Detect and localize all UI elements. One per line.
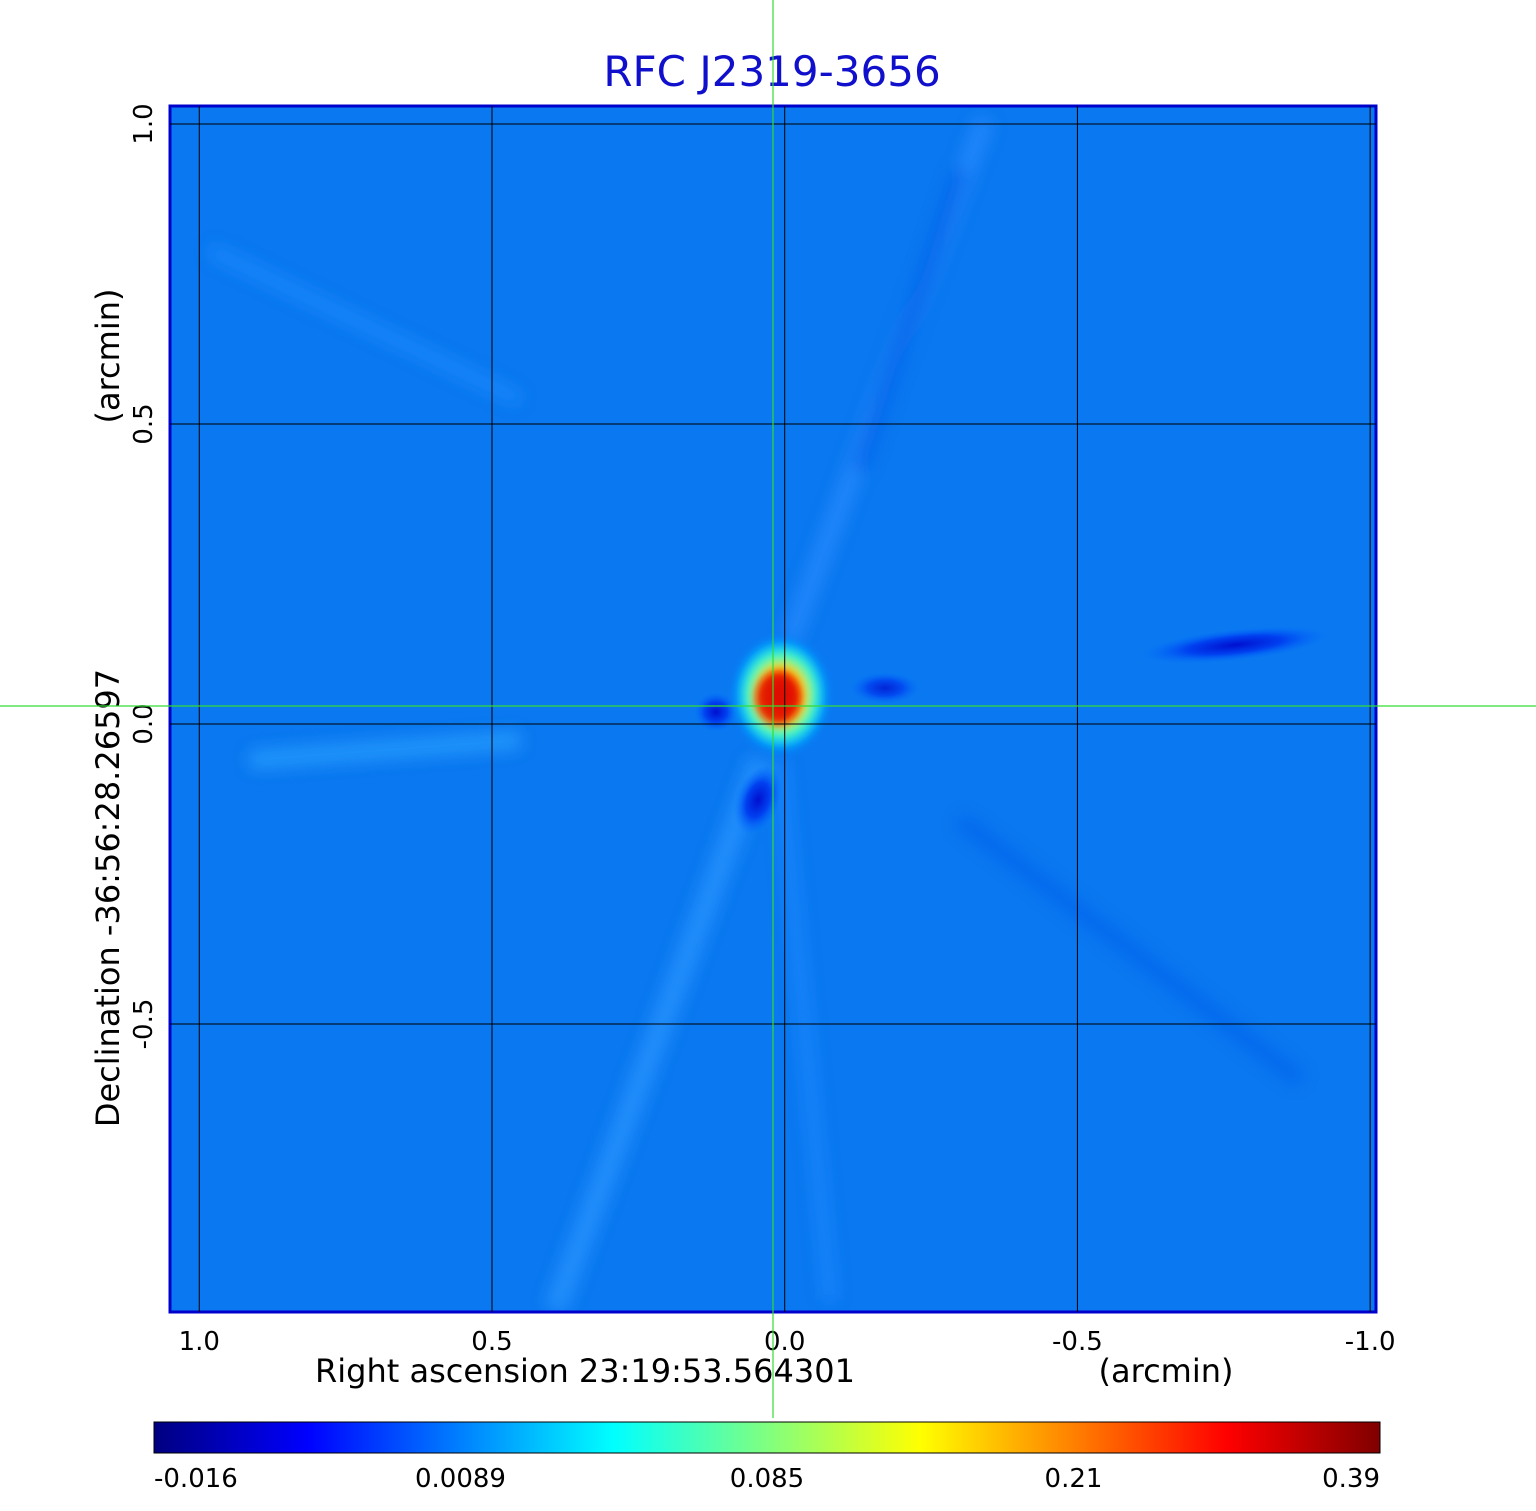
- x-tick-label: -1.0: [1345, 1327, 1396, 1357]
- streak-se: [955, 813, 1305, 1087]
- negative-lobe-south: [733, 765, 783, 835]
- streak-w: [249, 731, 521, 769]
- x-tick-labels: 1.0 0.5 0.0 -0.5 -1.0: [179, 1327, 1396, 1357]
- negative-lobe-northeast: [850, 672, 920, 704]
- y-tick-label: 0.0: [129, 703, 159, 744]
- streak-ne-dark: [853, 167, 967, 473]
- negative-lobe-east: [1140, 626, 1330, 664]
- colorbar-tick-label: 0.085: [730, 1464, 804, 1494]
- colorbar-tick-label: 0.0089: [415, 1464, 506, 1494]
- y-tick-labels: 1.0 0.5 0.0 -0.5: [129, 103, 159, 1049]
- y-axis-unit: (arcmin): [89, 289, 127, 424]
- colorbar: [153, 1421, 1381, 1454]
- x-tick-label: -0.5: [1052, 1327, 1103, 1357]
- streak-s: [773, 759, 837, 1301]
- features: [694, 626, 1330, 835]
- x-axis-label: Right ascension 23:19:53.564301: [315, 1352, 855, 1390]
- y-tick-label: 0.5: [129, 403, 159, 444]
- chart-title: RFC J2319-3656: [603, 47, 940, 96]
- x-tick-label: 0.0: [764, 1327, 805, 1357]
- x-tick-label: 0.5: [471, 1327, 512, 1357]
- core-peak: [756, 672, 800, 724]
- streak-nw: [206, 243, 524, 407]
- negative-lobe-west: [694, 692, 738, 732]
- y-tick-label: 1.0: [129, 103, 159, 144]
- y-tick-label: -0.5: [129, 999, 159, 1050]
- y-axis-label: Declination -36:56:28.26597: [89, 669, 127, 1127]
- colorbar-tick-label: -0.016: [154, 1464, 238, 1494]
- sidelobe-streaks: [206, 116, 1305, 1312]
- streak-sw: [544, 756, 771, 1312]
- colorbar-tick-labels: -0.016 0.0089 0.085 0.21 0.39: [154, 1464, 1380, 1494]
- colorbar-tick-label: 0.39: [1322, 1464, 1380, 1494]
- colorbar-tick-label: 0.21: [1045, 1464, 1103, 1494]
- x-tick-label: 1.0: [179, 1327, 220, 1357]
- crosshair: [0, 0, 1536, 1418]
- x-axis-unit: (arcmin): [1099, 1352, 1234, 1390]
